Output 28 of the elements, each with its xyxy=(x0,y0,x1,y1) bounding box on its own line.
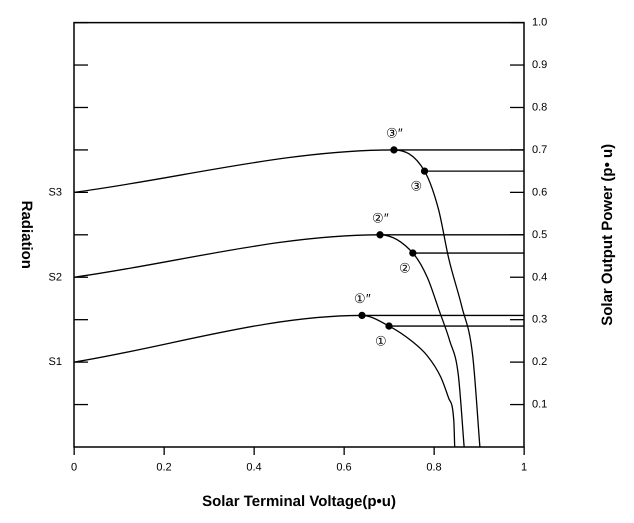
annotation: ③ xyxy=(410,178,423,194)
x-tick-label: 0.2 xyxy=(156,462,172,474)
y-axis-title: Solar Output Power (p• u) xyxy=(599,144,616,326)
annotation: S3 xyxy=(48,186,62,198)
annotation: ②″ xyxy=(372,210,389,226)
annotation: ①″ xyxy=(354,291,371,306)
y-tick-label: 0.4 xyxy=(532,271,548,284)
x-tick-label: 1 xyxy=(520,462,528,474)
annotation: ③″ xyxy=(386,126,403,140)
x-tick-label: 0.8 xyxy=(426,462,442,474)
y-tick-label: 0.6 xyxy=(532,186,548,198)
y-tick-label: 1.0 xyxy=(532,16,548,29)
x-axis-title: Solar Terminal Voltage(p•u) xyxy=(202,493,396,510)
y-tick-label: 0.1 xyxy=(532,398,548,411)
y-tick-label: 0.8 xyxy=(532,102,548,114)
x-tick-label: 0.4 xyxy=(246,462,262,474)
y-tick-label: 0.2 xyxy=(532,356,548,368)
text: Radiation xyxy=(18,200,35,269)
y-tick-label: 0.9 xyxy=(532,59,548,72)
annotation: S2 xyxy=(48,271,62,284)
x-tick-label: 0 xyxy=(70,462,78,474)
annotation: ① xyxy=(375,334,387,349)
y-tick-label: 0.7 xyxy=(532,144,548,156)
annotation: ② xyxy=(398,260,411,276)
x-tick-label: 0.6 xyxy=(336,462,352,474)
y-tick-label: 0.5 xyxy=(532,228,548,241)
y-tick-label: 0.3 xyxy=(532,314,548,326)
annotation: S1 xyxy=(48,356,62,368)
